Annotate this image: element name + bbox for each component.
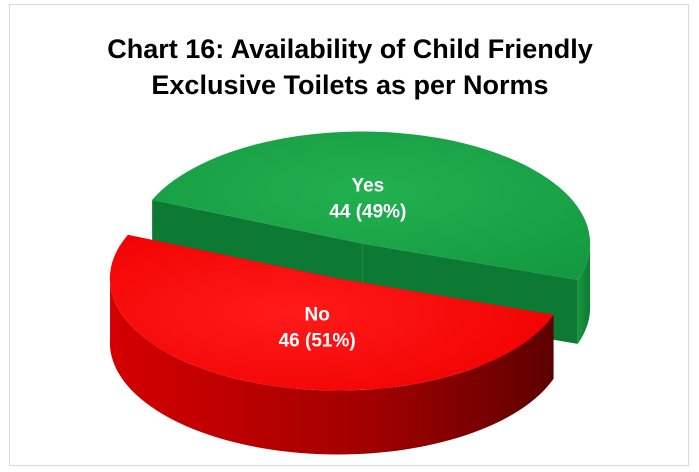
slice-no-value-label: 46 (51%) [279, 331, 356, 352]
chart-frame: Chart 16: Availability of Child Friendly… [9, 4, 689, 466]
slice-yes-top [152, 131, 591, 280]
slice-no-label: No [304, 305, 329, 326]
slice-yes-value-label: 44 (49%) [329, 201, 406, 222]
slice-yes-label: Yes [351, 175, 384, 196]
slice-yes: Yes 44 (49%) [152, 131, 591, 344]
chart-title-line-2: Exclusive Toilets as per Norms [151, 70, 549, 100]
slice-no: No 46 (51%) [109, 234, 554, 455]
slice-no-top [109, 234, 554, 391]
pie-chart: Yes 44 (49%) No 46 (51%) [109, 131, 591, 455]
slice-no-side [109, 274, 554, 455]
slice-yes-side [577, 241, 591, 344]
slices-layer: Yes 44 (49%) No 46 (51%) [109, 131, 591, 455]
chart-title: Chart 16: Availability of Child Friendly… [10, 31, 690, 103]
chart-title-line-1: Chart 16: Availability of Child Friendly [107, 34, 593, 64]
